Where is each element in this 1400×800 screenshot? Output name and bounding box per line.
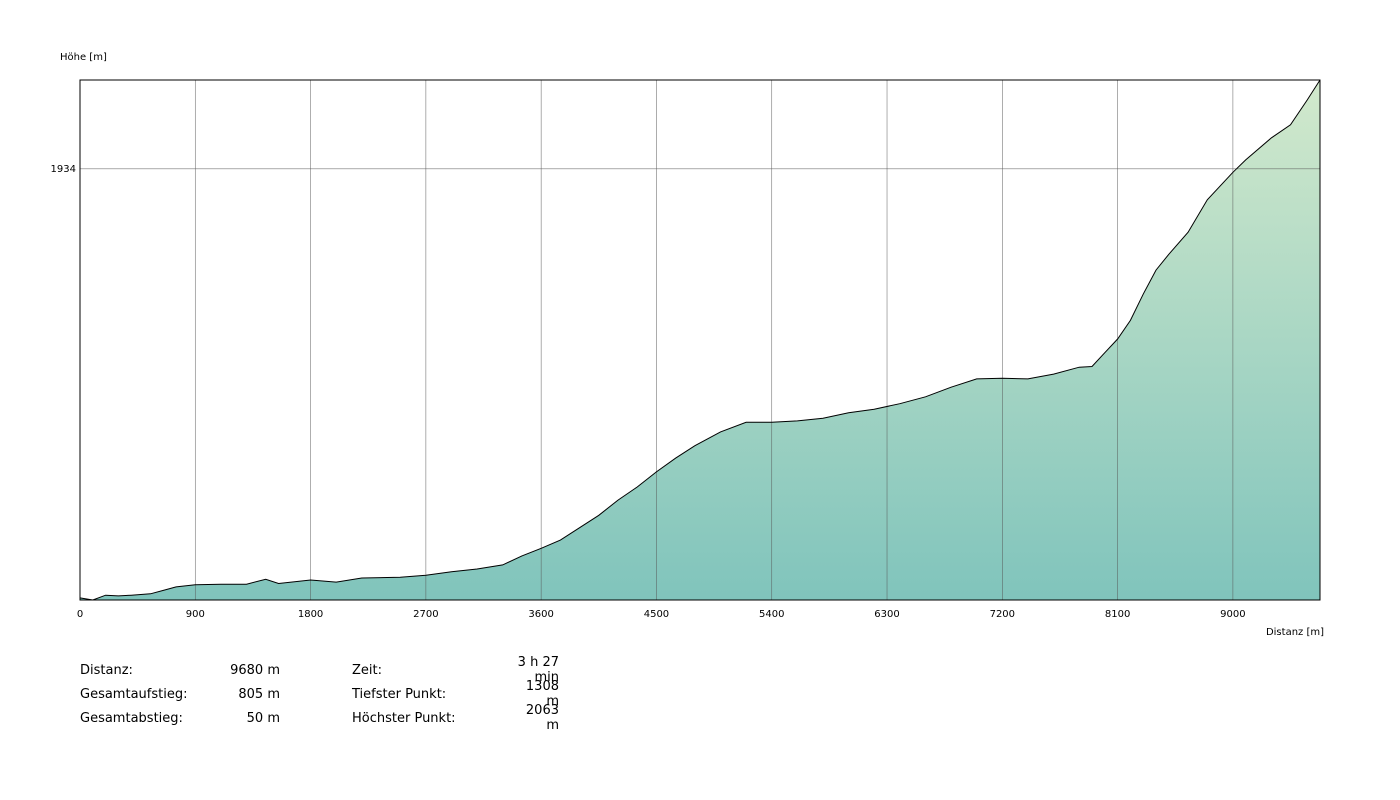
stats-row: Gesamtabstieg: 50 m Höchster Punkt: 2063 m <box>80 703 559 733</box>
y-tick-label: 1934 <box>51 164 76 175</box>
x-tick-label: 3600 <box>528 609 553 620</box>
stat-value: 2063 m <box>525 703 559 733</box>
stat-label: Distanz: <box>80 662 133 678</box>
stat-value: 1308 m <box>525 679 559 709</box>
stats-row: Gesamtaufstieg: 805 m Tiefster Punkt: 1308… <box>80 679 559 709</box>
stat-label: Höchster Punkt: <box>352 710 456 726</box>
plot-border <box>79 79 1321 601</box>
stats: Distanz: 9680 m Zeit: 3 h 27 min Gesamtauf… <box>80 655 559 733</box>
stat-label: Zeit: <box>352 662 382 678</box>
x-tick-label: 9000 <box>1220 609 1245 620</box>
y-axis-label: Höhe [m] <box>60 52 107 63</box>
stat-value: 50 m <box>246 710 280 726</box>
x-tick-label: 1800 <box>298 609 323 620</box>
stat-label: Tiefster Punkt: <box>352 686 447 702</box>
x-tick-label: 900 <box>186 609 205 620</box>
x-tick-label: 4500 <box>644 609 669 620</box>
stat-label: Gesamtabstieg: <box>80 710 183 726</box>
x-axis-label: Distanz [m] <box>1266 627 1324 638</box>
x-tick-label: 2700 <box>413 609 438 620</box>
stat-value: 805 m <box>238 686 280 702</box>
x-tick-label: 7200 <box>990 609 1015 620</box>
x-tick-label: 6300 <box>874 609 899 620</box>
stat-value: 3 h 27 min <box>517 655 559 685</box>
stat-value: 9680 m <box>230 662 280 678</box>
x-tick-label: 0 <box>77 609 83 620</box>
stats-row: Distanz: 9680 m Zeit: 3 h 27 min <box>80 655 559 685</box>
x-tick-label: 8100 <box>1105 609 1130 620</box>
stat-label: Gesamtaufstieg: <box>80 686 188 702</box>
profile-line <box>79 79 1321 601</box>
chart: Höhe [m] Distanz [m] 0 900 1800 2700 3600 450… <box>51 52 1325 638</box>
area-fill <box>80 80 1320 600</box>
x-tick-label: 5400 <box>759 609 784 620</box>
